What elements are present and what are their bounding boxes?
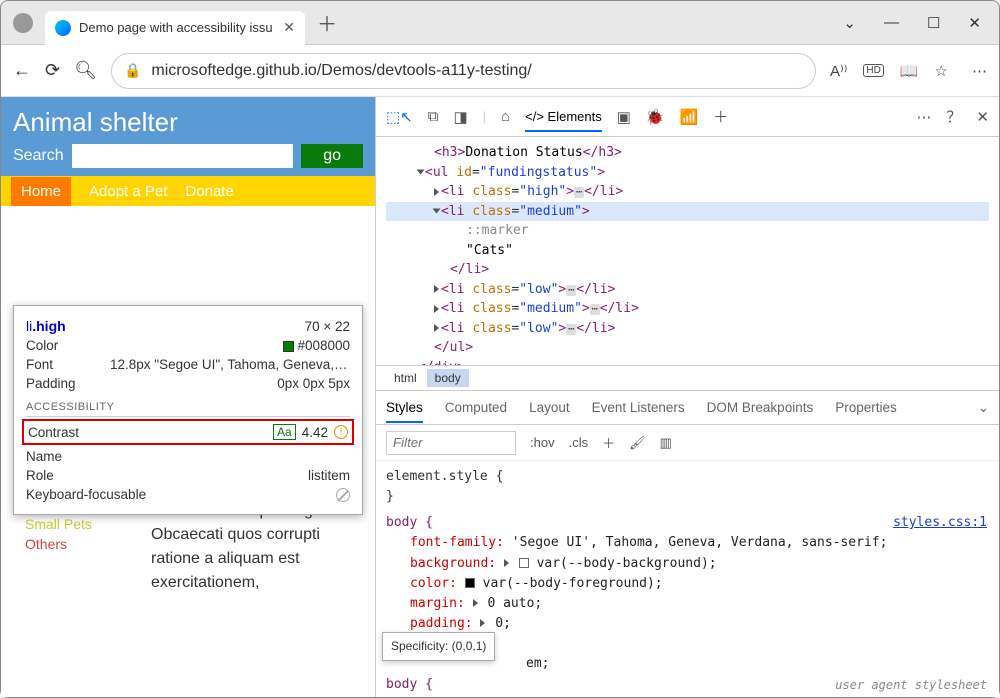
sidebar-item-small-pets[interactable]: Small Pets — [25, 514, 111, 534]
crumb-body[interactable]: body — [427, 369, 469, 387]
body-rule: body { — [386, 515, 433, 530]
tooltip-color-label: Color — [26, 338, 58, 353]
debugger-icon[interactable]: 🐞 — [646, 108, 665, 126]
tooltip-color-val: #008000 — [297, 338, 350, 353]
page-content: Animal shelter Search go Home Adopt a Pe… — [1, 97, 375, 697]
element-style-label: element.style { — [386, 467, 989, 487]
chevron-down-icon[interactable]: ⌄ — [843, 14, 856, 32]
tooltip-role-val: listitem — [308, 468, 350, 483]
filter-row: :hov .cls ＋ 🖌 ▥ — [376, 425, 999, 461]
css-source-link[interactable]: styles.css:1 — [893, 513, 987, 533]
more-tools-icon[interactable]: ⋯ — [916, 108, 931, 126]
warning-icon: ! — [334, 425, 348, 439]
network-icon[interactable]: 📶 — [680, 108, 699, 126]
nav-strip: Home Adopt a Pet Donate — [1, 176, 375, 206]
search-input[interactable] — [72, 144, 294, 168]
welcome-icon[interactable]: ⌂ — [501, 108, 510, 125]
edge-icon — [55, 20, 71, 36]
tab-properties[interactable]: Properties — [835, 400, 897, 415]
help-icon[interactable]: ？ — [946, 106, 961, 127]
tooltip-padding-label: Padding — [26, 376, 76, 391]
window-controls: ⌄ — ☐ ✕ — [825, 14, 999, 32]
hd-icon[interactable]: HD — [863, 64, 883, 77]
brush-icon[interactable]: 🖌 — [629, 435, 646, 451]
tab-elements[interactable]: </> Elements — [525, 101, 602, 132]
element-tooltip: li.high 70 × 22 Color #008000 Font 12.8p… — [13, 305, 363, 515]
titlebar: Demo page with accessibility issu ✕ ＋ ⌄ … — [1, 1, 999, 45]
flex-icon[interactable]: ▥ — [660, 435, 672, 451]
tooltip-section: ACCESSIBILITY — [26, 401, 350, 417]
url-box[interactable]: 🔒 microsoftedge.github.io/Demos/devtools… — [111, 53, 816, 89]
add-rule-icon[interactable]: ＋ — [602, 433, 615, 452]
color-swatch-icon — [283, 341, 294, 352]
search-label: Search — [13, 147, 64, 165]
tab-layout[interactable]: Layout — [529, 400, 570, 415]
more-icon[interactable]: ⋯ — [972, 62, 987, 80]
read-aloud-icon[interactable]: A⁾⁾ — [830, 62, 847, 80]
refresh-button[interactable]: ⟳ — [45, 60, 60, 81]
device-icon[interactable]: ⧉ — [428, 108, 439, 125]
nav-adopt[interactable]: Adopt a Pet — [89, 183, 167, 200]
tooltip-name-label: Name — [26, 449, 62, 464]
browser-tab[interactable]: Demo page with accessibility issu ✕ — [45, 11, 305, 45]
tooltip-role-label: Role — [26, 468, 54, 483]
close-tab-icon[interactable]: ✕ — [283, 19, 295, 36]
aa-badge: Aa — [273, 424, 296, 440]
breadcrumb: html body — [376, 365, 999, 391]
console-icon[interactable]: ▣ — [617, 108, 631, 126]
styles-body[interactable]: element.style { } body {styles.css:1 fon… — [376, 461, 999, 697]
page-title: Animal shelter — [13, 107, 363, 138]
chevron-down-icon[interactable]: ⌄ — [978, 400, 989, 416]
url-text: microsoftedge.github.io/Demos/devtools-a… — [151, 62, 531, 80]
dock-icon[interactable]: ◨ — [453, 108, 467, 126]
close-window-button[interactable]: ✕ — [968, 14, 981, 32]
tooltip-padding-val: 0px 0px 5px — [277, 376, 350, 391]
hov-button[interactable]: :hov — [530, 435, 555, 450]
tooltip-contrast-label: Contrast — [28, 425, 79, 440]
tooltip-font-val: 12.8px "Segoe UI", Tahoma, Geneva, Verd.… — [110, 357, 350, 372]
tooltip-dims: 70 × 22 — [305, 319, 350, 334]
reading-icon[interactable]: 📖 — [900, 62, 919, 80]
maximize-button[interactable]: ☐ — [927, 14, 940, 32]
go-button[interactable]: go — [301, 144, 363, 168]
tab-computed[interactable]: Computed — [445, 400, 507, 415]
devtools-panel: ⬚↖ ⧉ ◨ | ⌂ </> Elements ▣ 🐞 📶 ＋ ⋯ ？ ✕ <h… — [375, 97, 999, 697]
tooltip-font-label: Font — [26, 357, 53, 372]
tab-title: Demo page with accessibility issu — [79, 20, 275, 35]
filter-input[interactable] — [386, 431, 516, 455]
tab-events[interactable]: Event Listeners — [592, 400, 685, 415]
tab-styles[interactable]: Styles — [386, 392, 423, 423]
styles-tabs: Styles Computed Layout Event Listeners D… — [376, 391, 999, 425]
ua-stylesheet-label: user agent stylesheet — [835, 676, 987, 695]
tooltip-selector: li.high — [26, 318, 66, 334]
nav-donate[interactable]: Donate — [185, 183, 233, 200]
tab-dom-breakpoints[interactable]: DOM Breakpoints — [707, 400, 814, 415]
devtools-tabbar: ⬚↖ ⧉ ◨ | ⌂ </> Elements ▣ 🐞 📶 ＋ ⋯ ？ ✕ — [376, 97, 999, 137]
sidebar-item-others[interactable]: Others — [25, 534, 111, 554]
lock-icon: 🔒 — [124, 62, 141, 79]
close-devtools-icon[interactable]: ✕ — [976, 108, 989, 126]
nav-home[interactable]: Home — [11, 177, 71, 206]
add-tool-icon[interactable]: ＋ — [713, 106, 728, 127]
body-rule-ua: body { — [386, 675, 433, 695]
tooltip-keyboard-label: Keyboard-focusable — [26, 487, 146, 502]
tooltip-contrast-row: Contrast Aa 4.42 ! — [22, 419, 354, 445]
favorite-icon[interactable]: ☆ — [935, 62, 948, 80]
cls-button[interactable]: .cls — [569, 435, 589, 450]
back-button[interactable]: ← — [13, 60, 31, 81]
add-tab-button[interactable]: ＋ — [317, 8, 337, 37]
search-icon[interactable]: 🔍︎ — [74, 60, 97, 81]
elements-tree[interactable]: <h3>Donation Status</h3> <ul id="funding… — [376, 137, 999, 365]
no-icon — [336, 488, 350, 502]
specificity-tooltip: Specificity: (0,0,1) — [382, 632, 495, 661]
user-avatar-icon[interactable] — [13, 13, 33, 33]
minimize-button[interactable]: — — [884, 14, 899, 32]
address-bar: ← ⟳ 🔍︎ 🔒 microsoftedge.github.io/Demos/d… — [1, 45, 999, 97]
tooltip-contrast-val: 4.42 — [302, 425, 328, 440]
inspect-icon[interactable]: ⬚↖ — [386, 108, 413, 126]
crumb-html[interactable]: html — [386, 369, 425, 387]
